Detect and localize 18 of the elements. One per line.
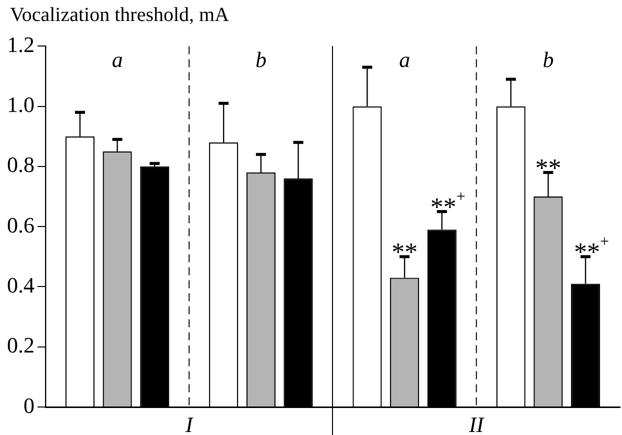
y-tick-label: 1.0 bbox=[7, 92, 34, 118]
text: II bbox=[468, 412, 486, 435]
data-label: **+ bbox=[430, 188, 466, 222]
y-tick-label: 0.8 bbox=[7, 152, 34, 178]
x-tick-label: a bbox=[399, 46, 410, 72]
x-tick-label: a bbox=[112, 46, 123, 72]
text: I bbox=[184, 412, 194, 435]
data-label: ** bbox=[535, 153, 562, 182]
data-label: **+ bbox=[574, 234, 610, 267]
x-tick-label: b bbox=[255, 46, 266, 72]
y-tick-label: 1.2 bbox=[7, 32, 34, 57]
y-axis-title: Vocalization threshold, mA bbox=[10, 4, 230, 27]
y-tick-label: 0.2 bbox=[7, 332, 34, 358]
y-tick-label: 0 bbox=[24, 392, 34, 418]
y-tick-label: 0.6 bbox=[7, 212, 34, 238]
x-tick-label: b bbox=[542, 46, 554, 72]
data-label: ** bbox=[392, 238, 418, 267]
y-tick-label: 0.4 bbox=[7, 272, 34, 298]
